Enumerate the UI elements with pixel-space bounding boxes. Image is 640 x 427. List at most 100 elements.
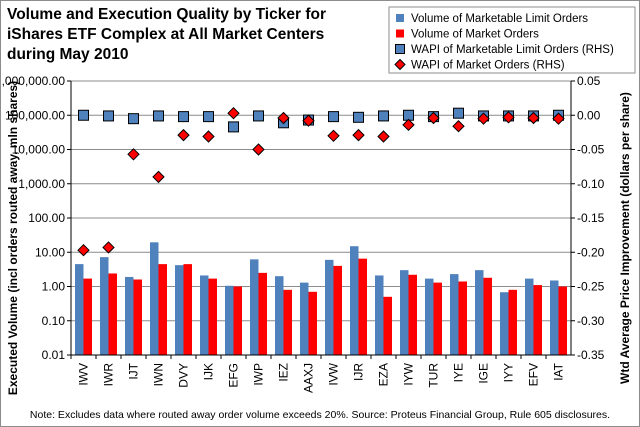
legend-swatch [396, 14, 404, 22]
x-tick-label-iye: IYE [452, 363, 466, 382]
x-tick-label-iyw: IYW [402, 362, 416, 385]
legend-swatch [396, 29, 404, 38]
y-left-tick-label: 10.00 [35, 245, 65, 259]
x-tick-label-iwn: IWN [152, 363, 166, 386]
chart-title: Volume and Execution Quality by Ticker f… [7, 6, 326, 63]
bar-market-iyw [408, 274, 417, 355]
bar-limit-iwp [250, 259, 259, 355]
x-tick-label-iyy: IYY [502, 363, 516, 382]
wapi-market-point-iez [277, 111, 290, 125]
y-right-tick-label: -0.15 [577, 211, 605, 225]
chart-note: Note: Excludes data where routed away or… [29, 409, 611, 421]
y-left-tick-label: 100.00 [28, 211, 65, 225]
bar-market-ijk [208, 278, 217, 355]
y-left-tick-label: 10,000.00 [12, 143, 66, 157]
y-right-tick-label: -0.10 [577, 177, 605, 191]
wapi-market-point-efv [527, 111, 540, 125]
bar-limit-ijt [125, 276, 134, 355]
y-left-axis-title: Executed Volume (incl orders routed away… [6, 81, 20, 395]
y-left-tick-label: 1.00 [42, 280, 66, 294]
bar-market-ijr [358, 258, 367, 355]
legend-label: WAPI of Marketable Limit Orders (RHS) [411, 44, 614, 56]
wapi-limit-point-ijk [203, 111, 214, 123]
bar-limit-efg [225, 285, 234, 355]
wapi-limit-point-efg [228, 121, 239, 133]
bar-limit-efv [525, 278, 534, 355]
y-left-tick-label: 1,000,000.00 [1, 74, 65, 88]
x-tick-label-dvy: DVY [177, 363, 191, 388]
bar-limit-iwn [150, 242, 159, 355]
wapi-limit-point-ijr [353, 111, 364, 123]
legend-swatch [394, 58, 406, 71]
wapi-market-point-iwp [252, 143, 265, 156]
bar-market-ivw [333, 265, 342, 355]
x-tick-label-ijr: IJR [352, 363, 366, 381]
x-tick-label-iwp: IWP [252, 363, 266, 386]
wapi-limit-point-iwp [253, 110, 264, 122]
bar-limit-ige [475, 270, 484, 355]
wapi-market-point-ijk [202, 130, 215, 143]
y-right-tick-label: -0.25 [577, 280, 605, 294]
wapi-market-point-ige [477, 112, 490, 125]
bar-market-aaxj [308, 291, 317, 355]
x-tick-label-ijk: IJK [202, 363, 216, 380]
y-right-tick-label: 0.05 [577, 74, 601, 88]
wapi-market-point-iwr [102, 241, 115, 254]
x-tick-label-aaxj: AAXJ [302, 363, 316, 393]
wapi-market-point-eza [377, 130, 390, 143]
bar-market-iyy [508, 289, 517, 355]
wapi-limit-point-ijt [128, 113, 139, 125]
bar-market-iat [558, 286, 567, 355]
x-tick-label-ijt: IJT [127, 362, 141, 379]
wapi-market-point-ijr [352, 128, 365, 142]
bar-market-iwn [158, 264, 167, 355]
wapi-market-point-iyw [402, 118, 415, 132]
legend-swatch [395, 44, 405, 54]
wapi-limit-point-dvy [178, 111, 189, 123]
y-right-tick-label: 0.00 [577, 108, 601, 122]
y-left-tick-label: 0.01 [42, 348, 66, 362]
x-tick-label-ivw: IVW [327, 362, 341, 385]
wapi-limit-point-ivw [328, 111, 339, 123]
bar-market-eza [383, 296, 392, 355]
bar-market-dvy [183, 264, 192, 355]
bar-market-iye [458, 281, 467, 355]
bar-limit-aaxj [300, 282, 309, 355]
bar-market-ige [483, 277, 492, 355]
legend-label: Volume of Marketable Limit Orders [411, 13, 588, 25]
wapi-market-point-efg [227, 106, 240, 120]
bar-limit-ivw [325, 259, 334, 355]
bar-market-efg [233, 286, 242, 355]
bar-market-tur [433, 282, 442, 355]
x-tick-label-iat: IAT [552, 362, 566, 380]
bar-market-efv [533, 285, 542, 355]
y-left-tick-label: 0.10 [42, 314, 66, 328]
x-tick-label-efg: EFG [227, 363, 241, 388]
wapi-limit-point-eza [378, 110, 389, 122]
wapi-market-point-iwv [77, 243, 90, 257]
bar-limit-iyw [400, 270, 409, 355]
bar-limit-iez [275, 276, 284, 355]
bar-limit-iwv [75, 264, 84, 355]
wapi-market-point-ijt [127, 148, 140, 161]
bar-limit-ijr [350, 246, 359, 355]
wapi-market-point-iwn [152, 170, 165, 184]
wapi-market-point-iyy [502, 111, 515, 124]
bar-market-iez [283, 289, 292, 355]
y-left-tick-label: 100,000.00 [5, 108, 65, 122]
bar-market-ijt [133, 279, 142, 355]
bar-limit-dvy [175, 265, 184, 355]
bar-limit-eza [375, 275, 384, 355]
x-tick-label-tur: TUR [427, 363, 441, 388]
y-left-tick-label: 1,000.00 [18, 177, 65, 191]
x-tick-label-iwv: IWV [77, 363, 91, 386]
bar-limit-ijk [200, 275, 209, 355]
wapi-market-point-aaxj [302, 114, 315, 127]
legend-box [388, 6, 636, 74]
bar-limit-tur [425, 278, 434, 355]
y-right-tick-label: -0.05 [577, 143, 605, 157]
wapi-market-point-tur [427, 111, 440, 125]
wapi-market-point-iye [452, 120, 465, 133]
